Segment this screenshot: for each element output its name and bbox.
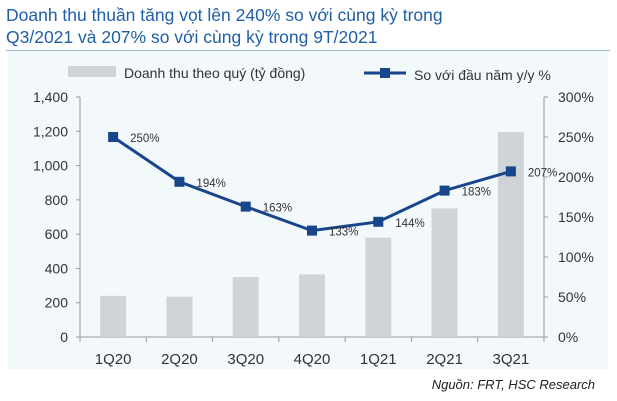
line-marker-1Q21 [373,216,384,227]
right-tick-label: 300% [558,89,594,105]
chart-title: Doanh thu thuần tăng vọt lên 240% so với… [6,4,606,48]
left-tick-label: 800 [45,192,69,208]
right-tick-label: 0% [558,329,578,345]
data-label: 194% [196,178,225,190]
left-tick-label: 0 [60,329,68,345]
bar-1Q20 [100,295,127,337]
x-tick-label: 4Q20 [294,351,331,368]
legend-line-marker [380,68,390,78]
title-divider [6,50,610,51]
data-label: 250% [130,133,159,145]
source-note: Nguồn: FRT, HSC Research [431,377,595,392]
x-tick-label: 2Q20 [161,351,198,368]
bar-3Q20 [232,277,259,337]
bar-4Q20 [299,274,325,337]
right-tick-label: 150% [558,209,594,225]
bar-3Q21 [497,132,524,337]
line-marker-4Q20 [307,225,317,236]
data-label: 163% [263,203,292,215]
data-label: 207% [528,167,557,179]
legend-line-label: So với đầu năm y/y % [414,67,551,83]
left-tick-label: 1,400 [33,89,68,105]
x-tick-label: 3Q21 [493,351,530,368]
line-marker-3Q21 [505,166,516,177]
line-marker-3Q20 [240,201,251,212]
right-tick-label: 100% [558,249,594,265]
left-tick-label: 200 [45,295,69,311]
right-tick-label: 50% [558,289,586,305]
left-tick-label: 600 [45,226,69,242]
x-tick-label: 2Q21 [426,351,463,368]
left-tick-label: 1,200 [33,123,68,139]
bar-1Q21 [365,237,392,337]
right-tick-label: 250% [558,129,594,145]
x-tick-label: 1Q21 [360,351,397,368]
bar-2Q21 [431,208,458,337]
data-label: 144% [395,218,424,230]
x-tick-label: 3Q20 [227,351,264,368]
line-marker-2Q20 [174,176,185,187]
bar-2Q20 [166,296,193,337]
data-label: 133% [329,227,358,239]
title-line-2: Q3/2021 và 207% so với cùng kỳ trong 9T/… [6,27,378,47]
line-marker-2Q21 [439,185,450,196]
x-tick-label: 1Q20 [95,351,132,368]
line-marker-1Q20 [108,132,119,142]
right-tick-label: 200% [558,169,594,185]
left-tick-label: 1,000 [33,158,68,174]
data-label: 183% [462,187,491,199]
title-line-1: Doanh thu thuần tăng vọt lên 240% so với… [6,5,443,25]
left-tick-label: 400 [45,260,69,276]
legend-bar-label: Doanh thu theo quý (tỷ đồng) [124,65,305,81]
legend-bar-swatch [68,66,116,77]
